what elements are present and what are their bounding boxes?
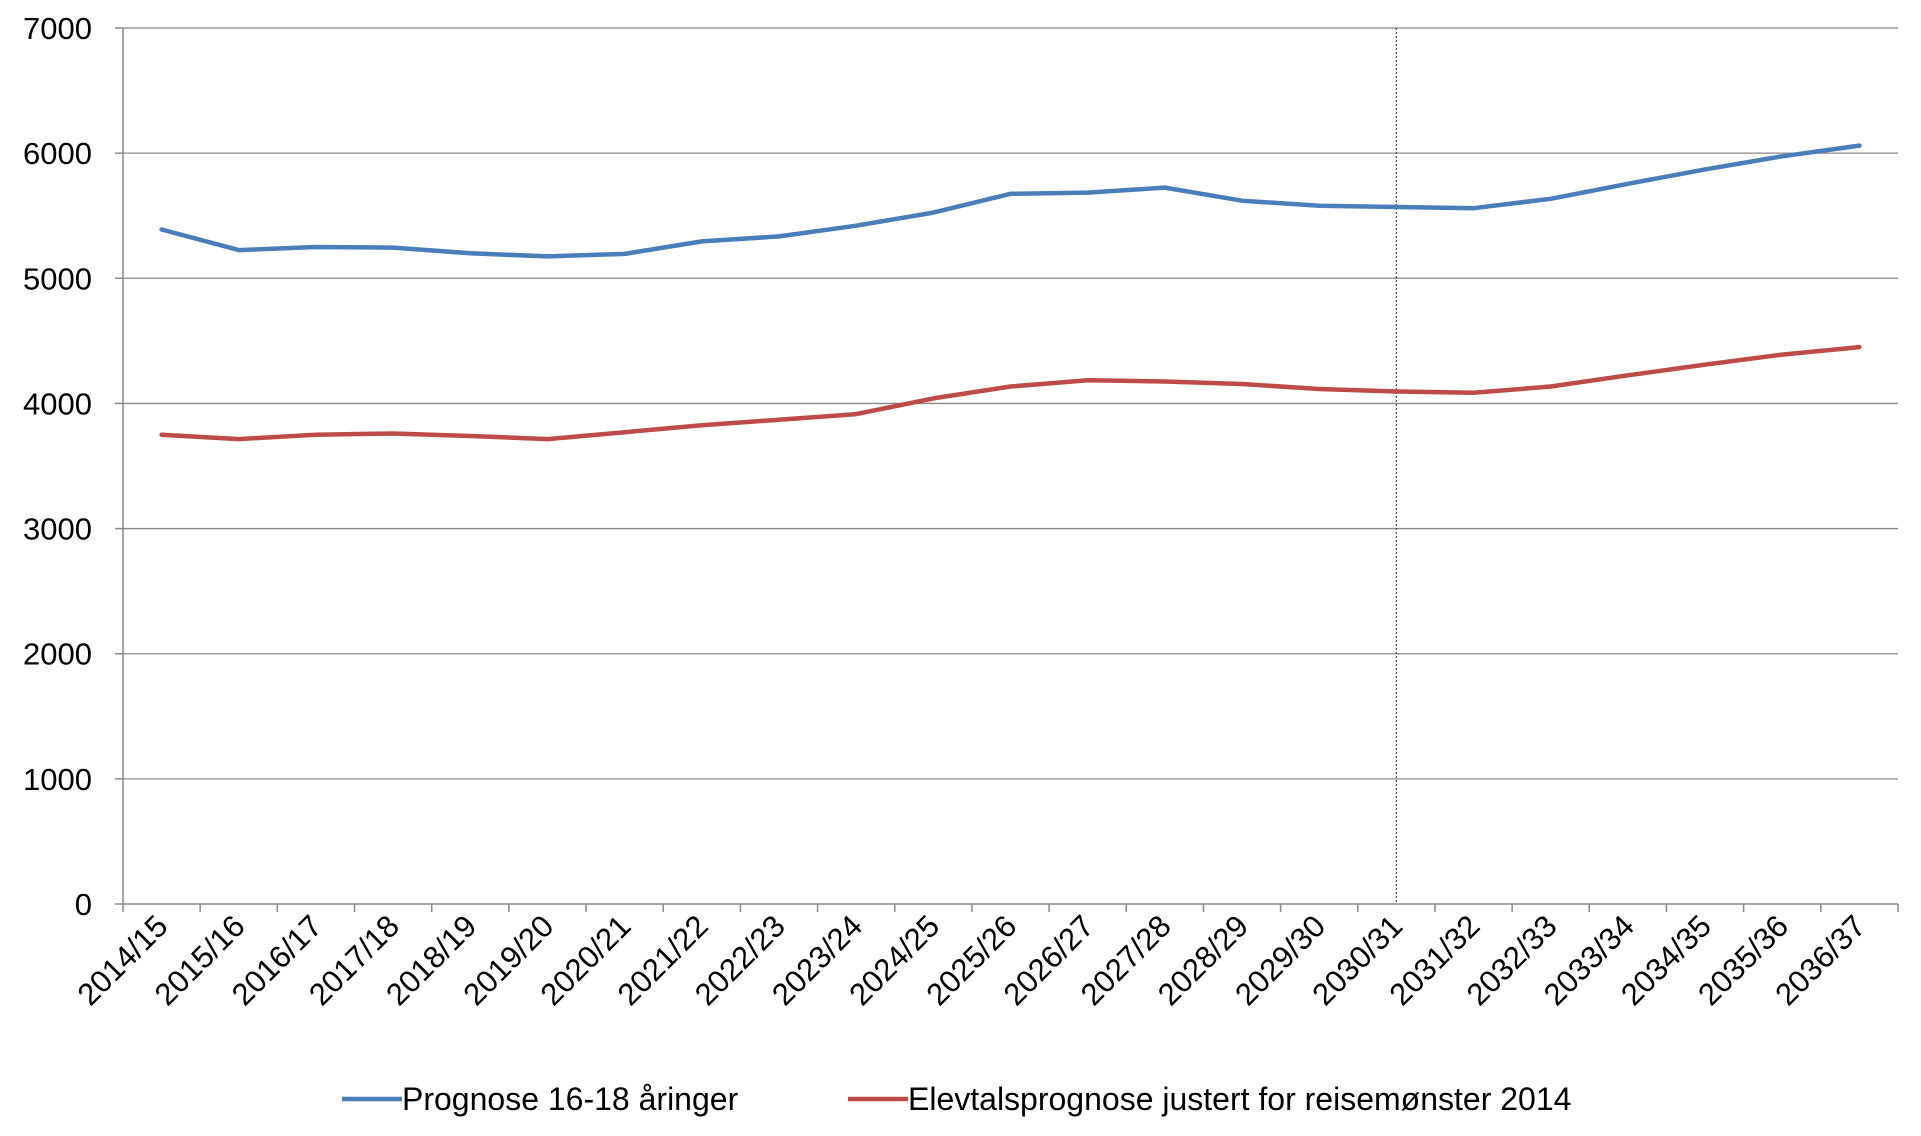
gridlines [123,27,1898,904]
legend-label: Elevtalsprognose justert for reisemønste… [908,1081,1571,1117]
y-tick-label: 4000 [23,386,92,421]
axes [115,27,1899,912]
y-tick-label: 7000 [23,11,92,46]
series-lines [159,143,1862,442]
legend-item-2: Elevtalsprognose justert for reisemønste… [848,1081,1571,1117]
legend-item-1: Prognose 16-18 åringer [342,1081,739,1117]
series-line-2 [159,344,1862,442]
y-tick-label: 6000 [23,136,92,171]
series-line-1 [159,143,1862,259]
y-tick-label: 5000 [23,261,92,296]
y-tick-label: 3000 [23,512,92,547]
y-axis-tick-labels: 0 1000 2000 3000 4000 5000 6000 7000 [23,11,92,922]
y-tick-label: 0 [75,887,92,922]
y-tick-label: 2000 [23,637,92,672]
legend-label: Prognose 16-18 åringer [402,1081,739,1117]
legend: Prognose 16-18 åringer Elevtalsprognose j… [342,1081,1571,1117]
x-axis-tick-labels: 2014/152015/162016/172017/182018/192019/… [71,908,1873,1012]
y-tick-label: 1000 [23,762,92,797]
